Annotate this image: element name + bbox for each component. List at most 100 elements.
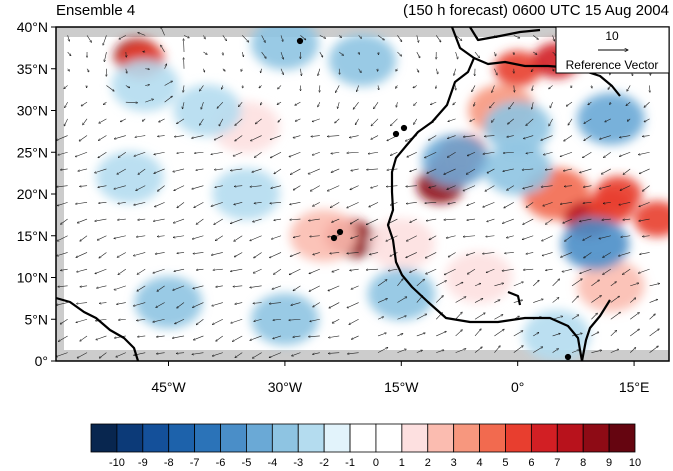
colorbar-swatch — [453, 423, 480, 453]
wind-vector — [482, 252, 495, 253]
wind-vector — [602, 219, 611, 220]
wind-vector — [56, 135, 68, 141]
wind-vector — [610, 102, 611, 104]
wind-vector — [231, 318, 243, 323]
wind-vector — [212, 352, 223, 356]
wind-vector — [254, 318, 262, 321]
wind-vector — [623, 168, 631, 175]
wind-vector — [269, 252, 282, 257]
wind-vector — [214, 169, 223, 170]
wind-vector — [273, 319, 282, 320]
wind-vector — [563, 218, 573, 223]
wind-vector — [196, 218, 204, 224]
wind-vector — [156, 353, 165, 354]
wind-vector — [273, 268, 282, 274]
wind-vector — [444, 168, 456, 174]
wind-vector — [413, 118, 418, 125]
wind-vector — [427, 168, 437, 173]
wind-vector — [369, 252, 379, 254]
wind-vector — [454, 68, 456, 76]
island-cape-verde-1 — [330, 234, 338, 242]
wind-vector — [642, 136, 650, 137]
wind-vector — [290, 252, 301, 256]
wind-vector — [328, 335, 340, 338]
wind-vector — [153, 268, 165, 273]
colorbar-swatch — [349, 423, 377, 453]
wind-vector — [80, 286, 88, 287]
wind-vector — [347, 352, 359, 354]
wind-vector — [639, 252, 650, 254]
no-data-south — [56, 350, 669, 361]
wind-vector — [583, 202, 592, 203]
wind-vector — [145, 85, 149, 86]
wind-vector — [446, 235, 456, 238]
wind-vector — [353, 101, 359, 109]
anomaly-patch — [633, 201, 669, 238]
wind-vector — [191, 135, 204, 139]
wind-vector — [630, 283, 639, 287]
wind-vector — [80, 235, 88, 242]
wind-vector — [106, 85, 114, 91]
wind-vector — [233, 151, 243, 156]
wind-vector — [99, 303, 107, 304]
no-data-north — [56, 27, 669, 37]
wind-vector — [649, 283, 660, 287]
wind-vector — [579, 218, 592, 221]
colorbar-swatch — [142, 423, 170, 453]
wind-vector — [261, 102, 262, 105]
wind-vector — [75, 151, 88, 156]
wind-vector — [560, 202, 573, 204]
wind-vector — [331, 151, 340, 153]
wind-vector — [211, 252, 223, 255]
wind-vector — [545, 169, 553, 170]
wind-vector — [350, 218, 359, 224]
wind-vector — [270, 202, 282, 203]
wind-vector — [116, 352, 126, 357]
wind-vector — [295, 101, 301, 105]
no-data-west — [56, 27, 64, 361]
wind-vector — [649, 299, 658, 303]
wind-vector — [526, 118, 534, 126]
colorbar-swatch — [401, 423, 429, 453]
wind-vector — [57, 202, 68, 205]
wind-vector — [213, 269, 223, 270]
wind-vector — [65, 102, 68, 108]
wind-vector — [176, 353, 185, 354]
anomaly-patch — [134, 276, 203, 329]
wind-vector — [562, 268, 573, 272]
wind-vector — [183, 39, 184, 53]
wind-vector — [67, 35, 70, 41]
wind-vector — [259, 85, 262, 88]
wind-vector — [193, 252, 204, 253]
anomaly-patch — [251, 27, 319, 70]
colorbar-swatch — [323, 423, 351, 453]
wind-vector — [503, 152, 514, 153]
wind-vector — [549, 85, 553, 89]
wind-vector — [118, 319, 126, 320]
wind-vector — [649, 314, 656, 320]
anomaly-shading — [95, 27, 669, 361]
wind-vector — [211, 202, 223, 206]
wind-vector — [347, 302, 359, 308]
wind-vector — [269, 302, 282, 304]
wind-vector — [626, 101, 631, 106]
wind-vector — [177, 202, 185, 208]
colorbar: -10 -9 -8 -7 -6 -5 -4 -3 -2 -1 0 1 2 3 4 5 6 7 8 9 10 — [90, 423, 641, 469]
coastline-gulf-guinea — [580, 299, 611, 361]
wind-vector — [117, 168, 126, 174]
wind-vector — [233, 286, 243, 287]
wind-vector — [425, 268, 437, 274]
wind-vector — [533, 332, 539, 337]
wind-vector — [494, 346, 500, 353]
wind-vector — [583, 235, 592, 241]
wind-vector — [161, 45, 165, 53]
colorbar-label: 3 — [451, 457, 457, 469]
wind-vector — [526, 202, 534, 207]
wind-vector — [319, 35, 326, 38]
wind-vector — [117, 252, 126, 257]
wind-vector — [644, 101, 650, 107]
anomaly-patch — [367, 268, 436, 321]
wind-vector — [522, 169, 534, 170]
wind-vector — [503, 168, 514, 171]
